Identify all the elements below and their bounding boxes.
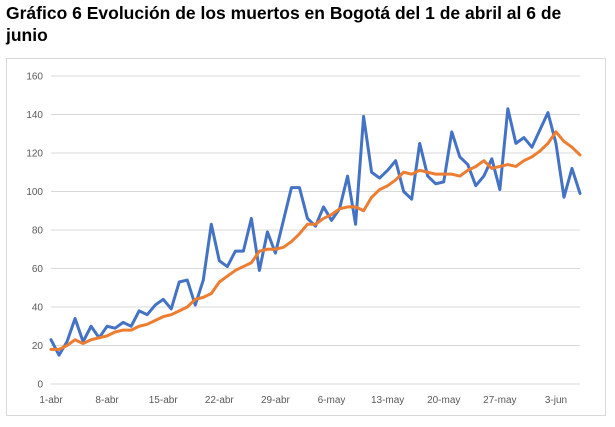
- series-line-2: [49, 130, 582, 351]
- y-tick-label: 100: [26, 187, 43, 198]
- x-tick-label: 20-may: [427, 395, 460, 406]
- x-tick-label: 3-jun: [545, 395, 567, 406]
- series-lines: [49, 107, 582, 357]
- series-2-points: [51, 132, 580, 350]
- chart-title: Gráfico 6 Evolución de los muertos en Bo…: [6, 3, 562, 45]
- y-tick-label: 80: [32, 226, 44, 237]
- y-tick-label: 120: [26, 149, 43, 160]
- series-1-points: [51, 109, 580, 356]
- y-tick-label: 20: [32, 341, 44, 352]
- x-axis: 1-abr 8-abr 15-abr 22-abr 29-abr 6-may 13-may 2…: [39, 395, 567, 406]
- y-tick-label: 60: [32, 264, 44, 275]
- chart-area: 0 20 40 60 80 100 120 140 160 1-abr 8-abr 15-abr 22…: [6, 58, 606, 416]
- x-tick-label: 6-may: [318, 395, 346, 406]
- gridlines: [51, 75, 580, 385]
- x-tick-label: 27-may: [483, 395, 516, 406]
- y-axis: 0 20 40 60 80 100 120 140 160: [26, 72, 43, 391]
- x-tick-label: 13-may: [371, 395, 404, 406]
- x-tick-label: 22-abr: [205, 395, 235, 406]
- y-tick-label: 0: [37, 380, 43, 391]
- y-tick-label: 140: [26, 110, 43, 121]
- x-tick-label: 1-abr: [39, 395, 63, 406]
- x-tick-label: 8-abr: [95, 395, 119, 406]
- x-tick-label: 29-abr: [261, 395, 291, 406]
- line-chart: 0 20 40 60 80 100 120 140 160 1-abr 8-abr 15-abr 22…: [26, 72, 582, 406]
- x-tick-label: 15-abr: [149, 395, 179, 406]
- y-tick-label: 40: [32, 303, 44, 314]
- y-tick-label: 160: [26, 72, 43, 83]
- series-line-1: [49, 107, 582, 357]
